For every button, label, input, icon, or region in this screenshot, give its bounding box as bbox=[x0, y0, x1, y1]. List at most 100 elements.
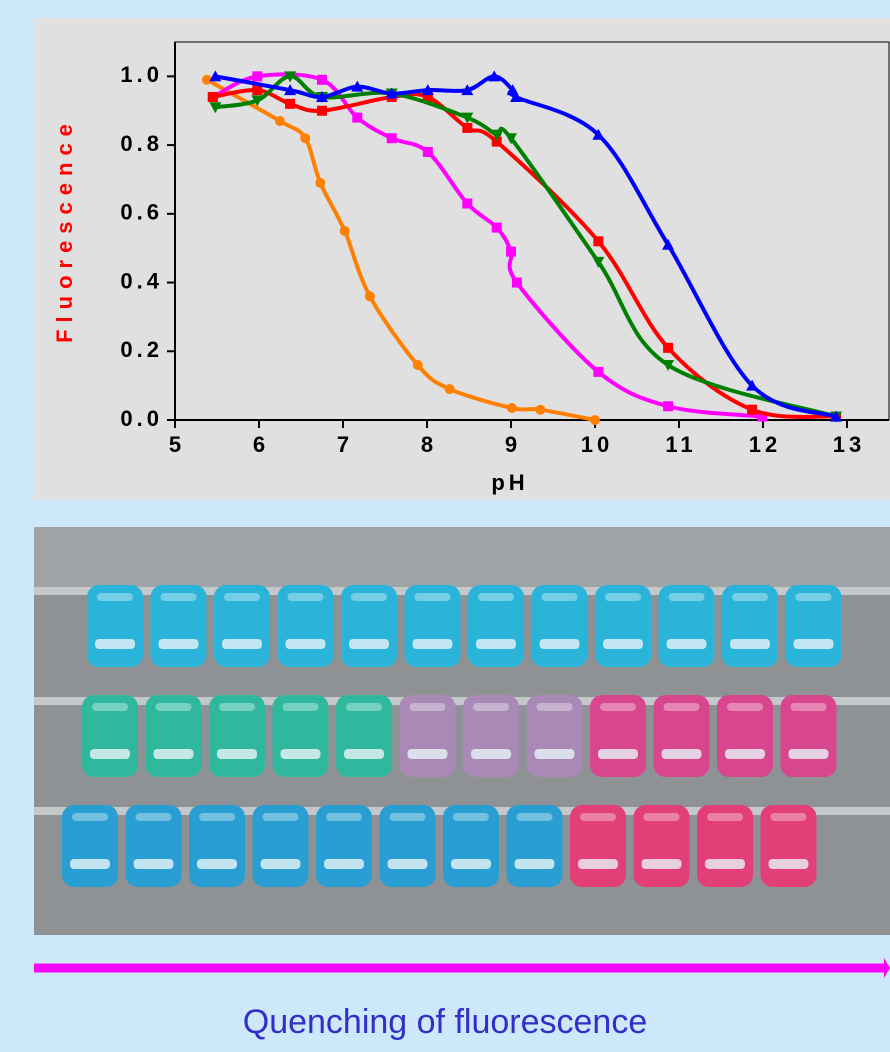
vial-highlight bbox=[324, 859, 364, 869]
x-tick-label: 11 bbox=[665, 432, 696, 457]
vial-highlight bbox=[603, 639, 643, 649]
vial-shine bbox=[155, 703, 192, 711]
x-tick-label: 10 bbox=[581, 432, 613, 457]
point bbox=[252, 85, 263, 96]
vial-shine bbox=[668, 593, 705, 601]
point bbox=[510, 90, 523, 102]
vial-shine bbox=[409, 703, 446, 711]
vial-highlight bbox=[90, 749, 130, 759]
point bbox=[662, 360, 675, 372]
y-tick-label: 0.6 bbox=[120, 200, 163, 225]
rail bbox=[34, 697, 890, 705]
vial-shine bbox=[795, 593, 832, 601]
y-tick-label: 0.4 bbox=[120, 268, 163, 293]
y-tick-label: 0.2 bbox=[120, 337, 163, 362]
point bbox=[462, 198, 473, 209]
vial-highlight bbox=[407, 749, 448, 759]
point bbox=[207, 91, 218, 102]
vial-highlight bbox=[344, 749, 384, 759]
vial-highlight bbox=[285, 639, 326, 649]
point bbox=[315, 177, 326, 188]
vial-highlight bbox=[133, 859, 174, 869]
vial-highlight bbox=[793, 639, 834, 649]
vial-highlight bbox=[158, 639, 199, 649]
vial-highlight bbox=[476, 639, 516, 649]
vial-highlight bbox=[70, 859, 110, 869]
point bbox=[275, 116, 285, 127]
vial-highlight bbox=[661, 749, 702, 759]
point bbox=[209, 70, 222, 82]
vial-shine bbox=[389, 813, 426, 821]
vial-highlight bbox=[451, 859, 491, 869]
point bbox=[506, 402, 517, 413]
point bbox=[757, 411, 768, 422]
vial-shine bbox=[453, 813, 489, 821]
x-axis-title: pH bbox=[491, 470, 528, 495]
vial-highlight bbox=[534, 749, 575, 759]
vial-shine bbox=[282, 703, 319, 711]
vial-shine bbox=[219, 703, 255, 711]
point bbox=[592, 128, 605, 140]
vial-highlight bbox=[153, 749, 194, 759]
vial-highlight bbox=[666, 639, 707, 649]
vial-highlight bbox=[768, 859, 809, 869]
point bbox=[506, 246, 516, 257]
vial-highlight bbox=[705, 859, 745, 869]
vial-shine bbox=[287, 593, 324, 601]
vial-highlight bbox=[222, 639, 262, 649]
x-tick-label: 8 bbox=[421, 432, 437, 457]
vial-shine bbox=[326, 813, 362, 821]
vial-shine bbox=[72, 813, 108, 821]
vial-highlight bbox=[788, 749, 829, 759]
point bbox=[747, 404, 758, 415]
vial-shine bbox=[536, 703, 573, 711]
point bbox=[285, 98, 296, 109]
point bbox=[364, 291, 375, 302]
point bbox=[201, 74, 212, 85]
point bbox=[422, 146, 433, 157]
vial-shine bbox=[97, 593, 133, 601]
vial-highlight bbox=[95, 639, 135, 649]
point bbox=[491, 222, 502, 233]
vial-highlight bbox=[598, 749, 638, 759]
point bbox=[830, 410, 843, 422]
point bbox=[444, 384, 455, 395]
point bbox=[317, 74, 327, 85]
y-tick-label: 0.0 bbox=[120, 406, 163, 431]
point bbox=[386, 133, 397, 144]
point bbox=[593, 366, 604, 377]
vial-shine bbox=[346, 703, 382, 711]
point bbox=[284, 84, 297, 96]
point bbox=[422, 91, 433, 102]
vial-shine bbox=[605, 593, 641, 601]
y-tick-label: 0.8 bbox=[120, 131, 163, 156]
point bbox=[209, 102, 222, 114]
point bbox=[662, 238, 675, 250]
vial-shine bbox=[160, 593, 197, 601]
vial-highlight bbox=[412, 639, 453, 649]
point bbox=[316, 90, 328, 102]
x-tick-label: 13 bbox=[833, 432, 865, 457]
point bbox=[511, 277, 522, 288]
point bbox=[491, 136, 502, 147]
vial-shine bbox=[351, 593, 387, 601]
vial-shine bbox=[92, 703, 128, 711]
vial-shine bbox=[541, 593, 578, 601]
point bbox=[284, 71, 297, 83]
x-tick-label: 12 bbox=[749, 432, 781, 457]
vial-shine bbox=[135, 813, 172, 821]
point bbox=[352, 112, 363, 123]
point bbox=[251, 95, 264, 107]
x-tick-label: 7 bbox=[337, 432, 353, 457]
point bbox=[593, 236, 604, 247]
y-axis-title: Fluorescence bbox=[52, 117, 77, 343]
vial-shine bbox=[707, 813, 743, 821]
vial-shine bbox=[727, 703, 763, 711]
point bbox=[535, 404, 546, 415]
vial-highlight bbox=[387, 859, 428, 869]
point bbox=[663, 342, 674, 353]
vial-highlight bbox=[471, 749, 511, 759]
x-tick-label: 5 bbox=[169, 432, 185, 457]
photo-top bbox=[34, 527, 890, 587]
